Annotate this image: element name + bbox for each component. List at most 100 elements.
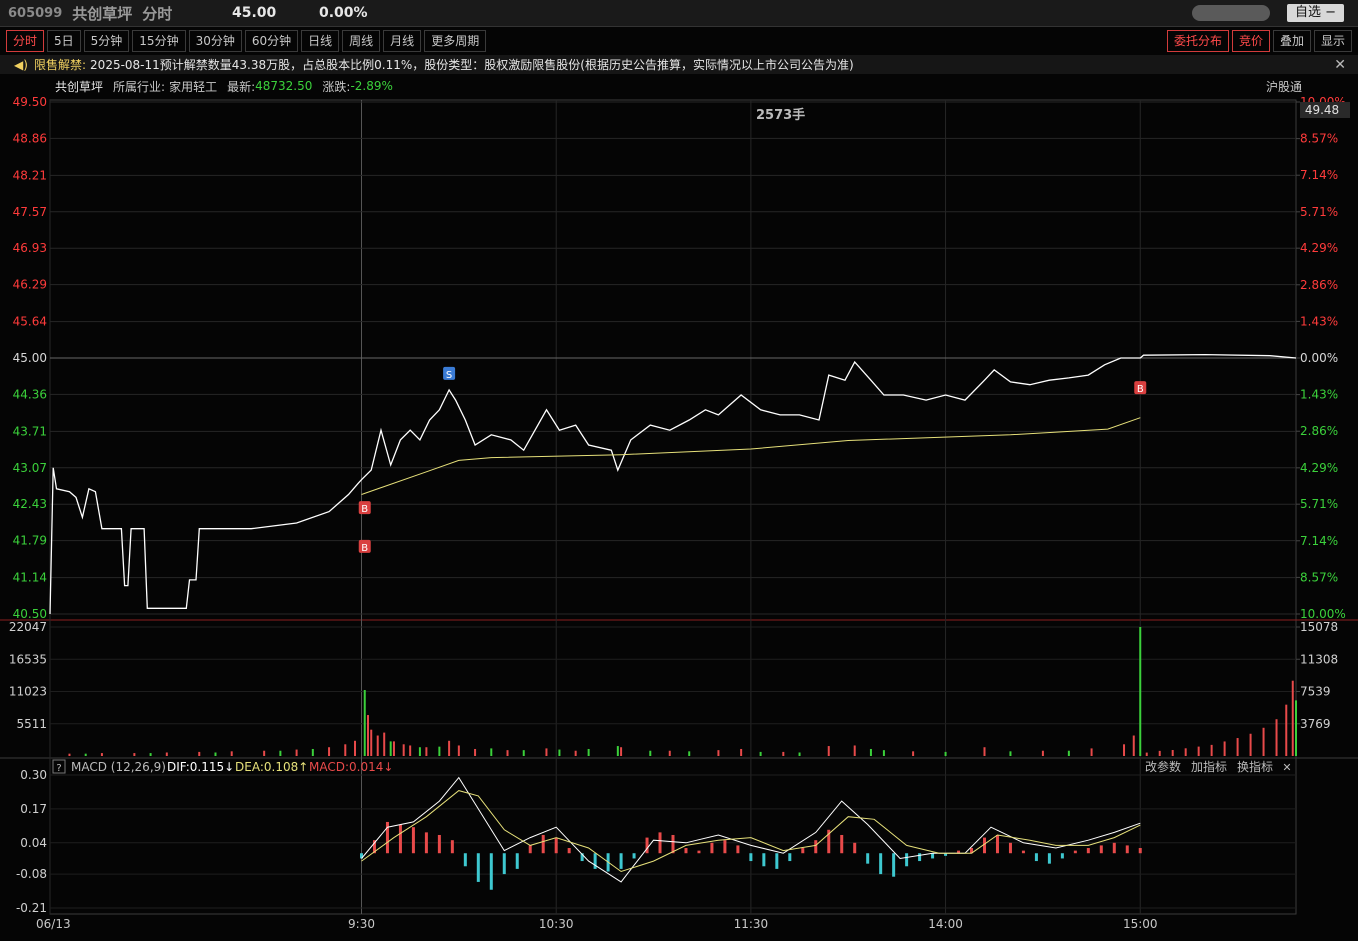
trade-marker-label: B xyxy=(361,504,368,515)
macd-bar xyxy=(489,853,493,890)
macd-bar xyxy=(385,821,389,854)
volume-bar xyxy=(1132,735,1135,756)
volume-bar xyxy=(402,744,405,756)
volume-bar xyxy=(490,748,493,756)
y-tick-label: 42.43 xyxy=(13,497,47,511)
toolbar-button[interactable]: 委托分布 xyxy=(1166,30,1229,52)
y-tick-label: 47.57 xyxy=(13,205,47,219)
indicator-tool[interactable]: 加指标 xyxy=(1191,759,1227,774)
volume-bar xyxy=(587,748,590,756)
trade-marker-label: B xyxy=(1137,384,1144,395)
volume-bar xyxy=(649,750,652,756)
volume-bar xyxy=(717,750,720,756)
macd-bar xyxy=(360,853,363,859)
volume-bar xyxy=(983,747,986,756)
x-tick-label: 14:00 xyxy=(928,917,963,931)
y-tick-label: 41.14 xyxy=(13,571,47,585)
toolbar-button[interactable]: 日线 xyxy=(301,30,340,52)
watch-label: 自选 xyxy=(1295,5,1322,20)
toolbar-button[interactable]: 更多周期 xyxy=(424,30,487,52)
toolbar-button[interactable]: 叠加 xyxy=(1272,30,1311,52)
volume-bar xyxy=(392,741,395,756)
info-bar: 共创草坪 所属行业: 家用轻工 最新: 48732.50 涨跌: -2.89% … xyxy=(0,76,1358,96)
macd-bar xyxy=(1138,848,1142,854)
macd-bar xyxy=(580,853,584,862)
macd-bar xyxy=(827,829,831,854)
y-tick-label: 46.29 xyxy=(13,278,47,292)
volume-bar xyxy=(506,750,509,756)
watch-button[interactable]: 自选 − xyxy=(1287,4,1345,22)
toolbar-button[interactable]: 竞价 xyxy=(1231,30,1270,52)
toolbar-button[interactable]: 30分钟 xyxy=(188,30,242,52)
volume-bar xyxy=(198,751,201,756)
trade-marker-label: S xyxy=(446,370,452,381)
toolbar-button[interactable]: 5日 xyxy=(47,30,81,52)
close-notice[interactable]: ✕ xyxy=(1334,56,1346,73)
indicator-tool[interactable]: 换指标 xyxy=(1237,759,1273,774)
toolbar: 分时 5日 5分钟 15分钟 30分钟 60分钟 日线 周线 月线 更多周期 委托分布 竞价 叠加 显示 xyxy=(0,28,1358,53)
macd-bar xyxy=(619,853,623,869)
trade-marker-label: B xyxy=(361,543,368,554)
volume-bar xyxy=(1158,750,1161,756)
macd-bar xyxy=(528,845,532,854)
x-tick-label: 10:30 xyxy=(539,917,574,931)
price-line xyxy=(361,417,1141,495)
macd-bar xyxy=(1021,850,1025,854)
volume-bar xyxy=(740,748,743,756)
toolbar-button[interactable]: 周线 xyxy=(342,30,381,52)
indicator-name: MACD (12,26,9) xyxy=(71,760,166,774)
macd-bar xyxy=(463,853,467,867)
macd-bar xyxy=(398,824,402,854)
toolbar-button[interactable]: 分时 xyxy=(6,30,45,52)
volume-bar xyxy=(1145,752,1148,756)
macd-bar xyxy=(424,832,428,854)
volume-bar xyxy=(133,753,136,756)
y2-tick-label: 11308 xyxy=(1300,652,1338,666)
macd-bar xyxy=(1034,853,1038,862)
toolbar-button[interactable]: 15分钟 xyxy=(132,30,186,52)
y2-tick-label: 7539 xyxy=(1300,685,1331,699)
volume-bar xyxy=(1236,738,1239,756)
y2-tick-label: 1.43% xyxy=(1300,314,1338,328)
indicator-tool[interactable]: 改参数 xyxy=(1145,759,1181,774)
macd-bar xyxy=(866,853,870,864)
y2-tick-label: 7.14% xyxy=(1300,168,1338,182)
y-tick-label: 40.50 xyxy=(13,607,47,621)
macd-bar xyxy=(995,834,999,854)
volume-bar xyxy=(418,747,421,756)
toolbar-button[interactable]: 5分钟 xyxy=(83,30,130,52)
volume-bar xyxy=(782,751,785,756)
volume-bar xyxy=(1249,733,1252,756)
search-box[interactable] xyxy=(1192,5,1270,21)
y2-tick-label: 8.57% xyxy=(1300,570,1338,584)
volume-bar xyxy=(1223,741,1226,756)
stock-name: 共创草坪 xyxy=(72,4,133,23)
macd-bar xyxy=(788,853,792,862)
volume-bar xyxy=(1090,748,1093,756)
y2-tick-label: 8.57% xyxy=(1300,132,1338,146)
volume-bar xyxy=(149,753,152,756)
macd-bar xyxy=(658,832,662,854)
trade-marker xyxy=(358,501,371,515)
dif-label: DIF:0.115↓ xyxy=(167,760,234,774)
volume-bar xyxy=(474,748,477,756)
help-box xyxy=(52,759,66,774)
toolbar-button[interactable]: 60分钟 xyxy=(244,30,299,52)
y2-tick-label: 4.29% xyxy=(1300,461,1338,475)
volume-bar xyxy=(448,740,451,756)
close-indicator[interactable]: ✕ xyxy=(1282,761,1291,774)
macd-bar xyxy=(957,850,961,854)
toolbar-button[interactable]: 月线 xyxy=(383,30,422,52)
volume-bar xyxy=(853,745,856,756)
volume-bar xyxy=(344,744,347,756)
volume-bar xyxy=(912,751,915,756)
macd-bar xyxy=(450,840,454,854)
toolbar-button[interactable]: 显示 xyxy=(1313,30,1352,52)
macd-bar xyxy=(749,853,753,862)
help-label: ? xyxy=(56,763,61,774)
speaker-icon: ◀) xyxy=(14,57,28,72)
y2-tick-label: 15078 xyxy=(1300,620,1338,634)
volume-bar xyxy=(759,751,762,756)
info-name: 共创草坪 xyxy=(55,79,104,94)
